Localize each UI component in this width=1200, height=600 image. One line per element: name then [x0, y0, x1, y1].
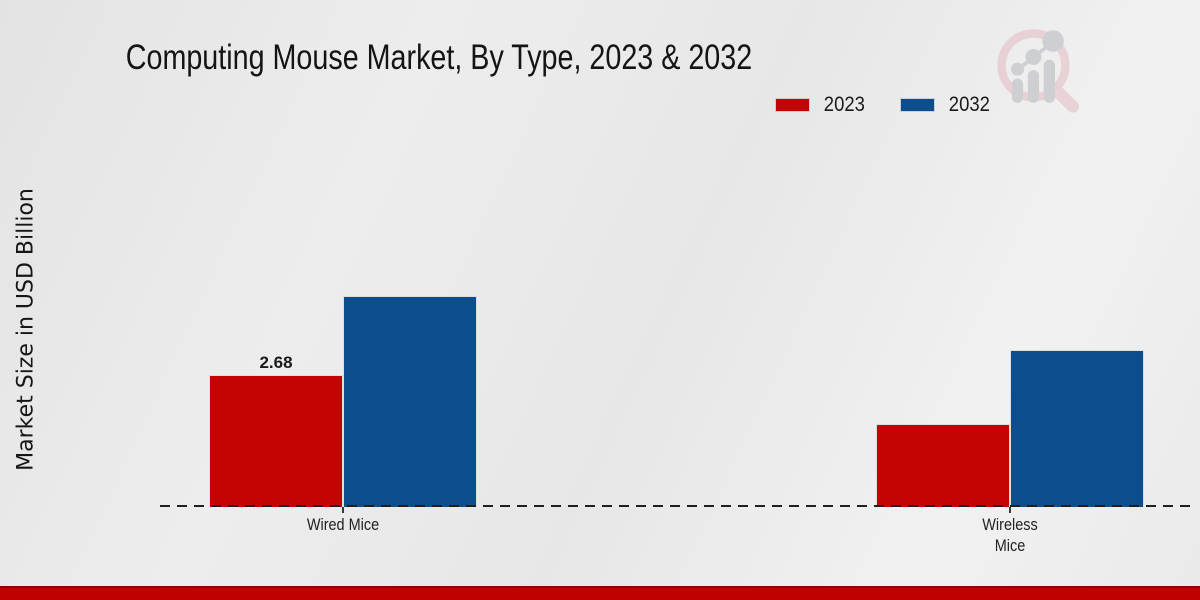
bar-2023-wired-mice[interactable]: [209, 375, 343, 507]
trend-bars-icon: [1010, 30, 1064, 103]
chart-title-text: Computing Mouse Market, By Type, 2023 & …: [125, 38, 753, 77]
category-label-wired-mice: Wired Mice: [306, 515, 380, 534]
bar-2032-wireless-mice[interactable]: [1010, 350, 1144, 507]
legend-swatch-2032: [899, 98, 935, 112]
x-axis-baseline: [160, 505, 1196, 507]
chart-title: Computing Mouse Market, By Type, 2023 & …: [57, 38, 821, 78]
x-tick-wired-mice: [342, 507, 344, 513]
legend-label-2032: 2032: [948, 93, 990, 116]
bar-2023-wireless-mice[interactable]: [876, 424, 1010, 507]
footer-accent-bar: [0, 586, 1200, 600]
x-tick-wireless-mice: [1009, 507, 1011, 513]
magnifier-bar-chart-logo: [997, 29, 1079, 113]
legend: 2023 2032: [775, 93, 990, 117]
bar-2032-wired-mice[interactable]: [343, 296, 477, 507]
legend-swatch-2023: [775, 98, 810, 112]
category-label-wireless-mice: Wireless Mice: [982, 515, 1038, 555]
legend-item-2032[interactable]: 2032: [899, 93, 993, 117]
data-label-2023-wired-mice: 2.68: [259, 353, 293, 372]
legend-label-2023: 2023: [823, 93, 865, 116]
legend-item-2023[interactable]: 2023: [775, 93, 868, 117]
